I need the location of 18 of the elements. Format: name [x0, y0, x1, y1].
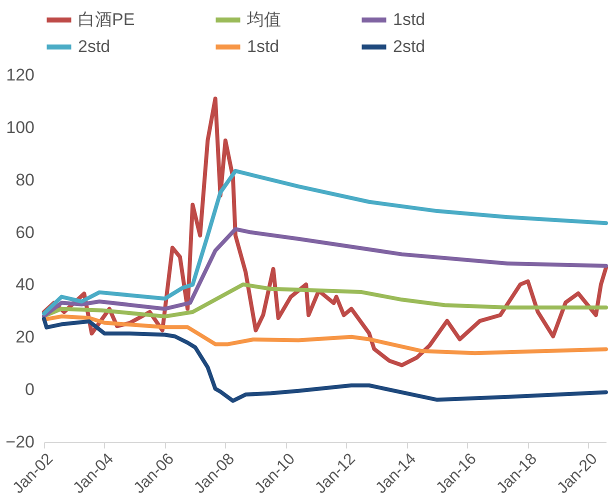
y-tick-label: 20: [16, 328, 34, 347]
line-series: [42, 316, 608, 403]
legend-label: 1std: [393, 10, 426, 29]
line-series: [42, 227, 608, 318]
y-tick-label: 60: [16, 222, 34, 242]
line-series: [42, 168, 608, 316]
legend-label: 1std: [247, 37, 280, 56]
y-tick-label: 100: [6, 118, 34, 137]
legend-label: 均值: [246, 10, 281, 29]
y-tick-label: 80: [16, 170, 34, 190]
y-tick-label: 40: [16, 275, 34, 294]
legend-label: 2std: [78, 37, 110, 56]
y-tick-label: 0: [25, 380, 34, 400]
legend-label: 白酒PE: [78, 10, 135, 29]
legend-label: 2std: [393, 37, 426, 56]
line-series: [42, 314, 608, 356]
y-tick-label: −20: [6, 432, 34, 452]
y-tick-label: 120: [6, 66, 34, 84]
